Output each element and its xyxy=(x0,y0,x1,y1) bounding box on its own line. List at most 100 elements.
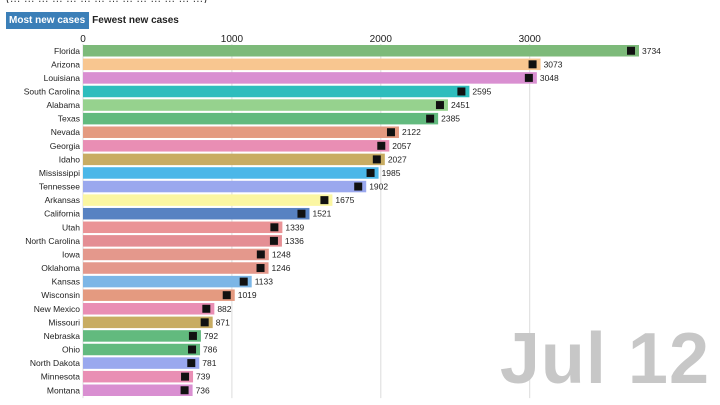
value-label: 1336 xyxy=(285,236,304,246)
state-shape-icon xyxy=(270,223,279,232)
value-label: 1902 xyxy=(369,182,388,192)
x-tick-label: 2000 xyxy=(370,34,393,45)
value-label: 1339 xyxy=(285,222,304,232)
value-label: 792 xyxy=(204,331,218,341)
value-label: 1133 xyxy=(255,277,274,287)
bar[interactable] xyxy=(83,58,541,71)
x-tick-label: 0 xyxy=(80,34,86,45)
value-label: 882 xyxy=(217,304,231,314)
bar[interactable] xyxy=(83,126,399,138)
category-label: Louisiana xyxy=(44,73,81,83)
state-shape-icon xyxy=(202,304,211,313)
value-label: 739 xyxy=(196,372,210,382)
state-shape-icon xyxy=(297,209,306,218)
state-shape-icon xyxy=(386,128,395,137)
state-shape-icon xyxy=(256,250,265,259)
value-label: 2595 xyxy=(472,86,491,96)
category-label: North Dakota xyxy=(30,358,80,368)
state-shape-icon xyxy=(200,318,209,327)
value-label: 1246 xyxy=(272,263,291,273)
value-label: 1985 xyxy=(382,168,401,178)
bar[interactable] xyxy=(83,72,537,84)
state-shape-icon xyxy=(627,46,635,55)
state-shape-icon xyxy=(354,182,363,191)
bar[interactable] xyxy=(83,275,252,288)
category-label: Mississippi xyxy=(39,168,80,178)
category-label: Ohio xyxy=(62,345,80,355)
bar[interactable] xyxy=(83,85,470,98)
state-shape-icon xyxy=(528,60,537,69)
bar[interactable] xyxy=(83,167,379,179)
tab-most-new-cases[interactable]: Most new cases xyxy=(6,12,90,29)
category-label: Kansas xyxy=(52,277,80,287)
bar[interactable] xyxy=(83,235,282,247)
state-shape-icon xyxy=(239,277,248,286)
category-label: Alabama xyxy=(46,100,80,110)
value-label: 736 xyxy=(196,385,210,395)
bar[interactable] xyxy=(83,207,310,220)
category-label: North Carolina xyxy=(25,236,80,246)
bar[interactable] xyxy=(83,384,193,397)
state-shape-icon xyxy=(269,236,278,245)
x-tick-label: 1000 xyxy=(221,34,244,45)
bar[interactable] xyxy=(83,357,200,369)
value-label: 2451 xyxy=(451,100,470,110)
bar[interactable] xyxy=(83,140,390,152)
bar[interactable] xyxy=(83,303,215,315)
category-label: Texas xyxy=(58,114,80,124)
bar[interactable] xyxy=(83,194,333,206)
bar[interactable] xyxy=(83,262,269,274)
state-shape-icon xyxy=(426,114,435,123)
chart-caption: (… … … … … … … … … … … … … …) xyxy=(6,0,207,3)
state-shape-icon xyxy=(188,331,197,340)
category-label: Tennessee xyxy=(39,182,80,192)
value-label: 2385 xyxy=(441,114,460,124)
bars-layer: Florida 3734 Arizona 3073 Louisiana 3048 South… xyxy=(24,45,661,396)
tab-fewest-new-cases[interactable]: Fewest new cases xyxy=(89,12,183,29)
bar[interactable] xyxy=(83,112,439,125)
value-label: 2057 xyxy=(392,141,411,151)
value-label: 2027 xyxy=(388,154,407,164)
bar[interactable] xyxy=(83,248,269,261)
value-label: 786 xyxy=(203,345,217,355)
value-label: 1675 xyxy=(335,195,354,205)
bar[interactable] xyxy=(83,221,283,234)
state-shape-icon xyxy=(187,359,196,368)
category-label: Minnesota xyxy=(41,372,80,382)
category-label: Wisconsin xyxy=(41,290,80,300)
bar[interactable] xyxy=(83,370,194,383)
state-shape-icon xyxy=(256,264,265,273)
state-shape-icon xyxy=(377,141,386,150)
category-label: Florida xyxy=(54,46,80,56)
state-shape-icon xyxy=(457,87,466,96)
category-label: Nebraska xyxy=(44,331,81,341)
bar[interactable] xyxy=(83,180,367,193)
state-shape-icon xyxy=(524,73,533,82)
category-label: Oklahoma xyxy=(41,263,80,273)
bar[interactable] xyxy=(83,45,639,57)
bar[interactable] xyxy=(83,99,448,111)
x-axis: 0 1000 2000 3000 xyxy=(80,34,541,45)
value-label: 1248 xyxy=(272,249,291,259)
bar[interactable] xyxy=(83,330,201,342)
category-label: Missouri xyxy=(48,317,80,327)
sort-toggle: Most new cases Fewest new cases xyxy=(6,12,183,29)
bar[interactable] xyxy=(83,343,201,356)
category-label: Idaho xyxy=(59,154,81,164)
state-shape-icon xyxy=(222,291,231,300)
category-label: Nevada xyxy=(51,127,81,137)
value-label: 3048 xyxy=(540,73,559,83)
value-label: 1521 xyxy=(312,209,331,219)
bar[interactable] xyxy=(83,289,235,301)
value-label: 2122 xyxy=(402,127,421,137)
state-shape-icon xyxy=(435,101,444,110)
state-shape-icon xyxy=(188,345,197,354)
category-label: California xyxy=(44,209,80,219)
bar[interactable] xyxy=(83,153,385,166)
state-shape-icon xyxy=(180,386,189,395)
bar[interactable] xyxy=(83,316,213,329)
category-label: Utah xyxy=(62,222,80,232)
x-tick-label: 3000 xyxy=(519,34,542,45)
value-label: 3734 xyxy=(642,46,661,56)
